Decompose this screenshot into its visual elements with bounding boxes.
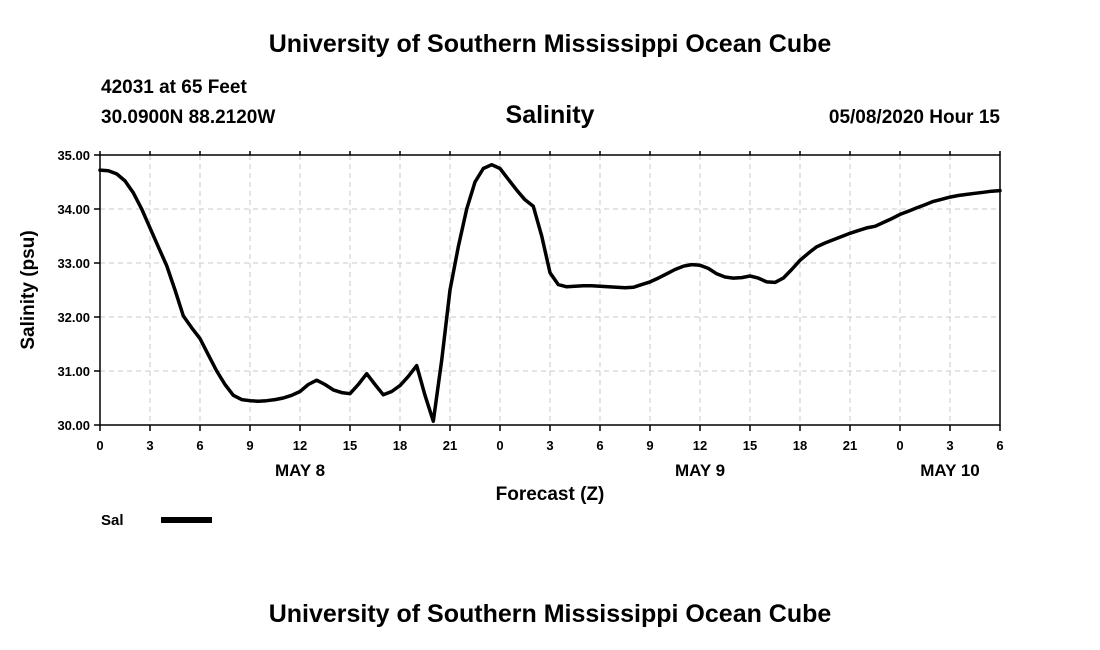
y-tick-label: 34.00: [57, 202, 90, 217]
legend: Sal: [101, 512, 212, 529]
x-tick-label: 21: [443, 438, 457, 453]
series-line-sal: [98, 162, 1002, 423]
x-axis-title: Forecast (Z): [496, 484, 605, 505]
y-tick-label: 32.00: [57, 310, 90, 325]
axis-ticks: [94, 151, 1001, 431]
y-tick-label: 30.00: [57, 418, 90, 433]
page-title: University of Southern Mississippi Ocean…: [268, 30, 832, 58]
legend-label-sal: Sal: [101, 512, 124, 529]
x-tick-label: 12: [293, 438, 307, 453]
day-label: MAY 9: [675, 461, 725, 480]
x-tick-label: 6: [996, 438, 1003, 453]
y-tick-label: 35.00: [57, 148, 90, 163]
x-tick-label: 21: [843, 438, 857, 453]
x-tick-label: 12: [693, 438, 707, 453]
day-label: MAY 10: [920, 461, 980, 480]
forecast-datetime: 05/08/2020 Hour 15: [828, 107, 1000, 128]
coordinates-label: 30.0900N 88.2120W: [101, 107, 276, 128]
y-tick-label: 33.00: [57, 256, 90, 271]
x-tick-label: 0: [896, 438, 903, 453]
y-axis-title: Salinity (psu): [18, 230, 39, 349]
x-tick-label: 15: [343, 438, 357, 453]
x-tick-label: 3: [946, 438, 953, 453]
x-tick-label: 9: [246, 438, 253, 453]
x-tick-label: 9: [646, 438, 653, 453]
y-tick-label: 31.00: [57, 364, 90, 379]
x-tick-label: 6: [196, 438, 203, 453]
x-tick-label: 0: [496, 438, 503, 453]
axis-tick-labels: 0 3 6 9 12 15 18 21 0 3 6 9 12 15 18 21 0 3 6 30.00 31.00 32.…: [57, 148, 1003, 480]
chart-title: Salinity: [505, 101, 595, 129]
x-tick-label: 18: [393, 438, 407, 453]
station-label: 42031 at 65 Feet: [101, 77, 247, 98]
x-tick-label: 18: [793, 438, 807, 453]
x-tick-label: 3: [146, 438, 153, 453]
x-tick-label: 3: [546, 438, 553, 453]
x-tick-label: 15: [743, 438, 757, 453]
grid-lines: [100, 155, 1000, 425]
footer-title: University of Southern Mississippi Ocean…: [268, 600, 832, 628]
x-tick-label: 0: [96, 438, 103, 453]
x-tick-label: 6: [596, 438, 603, 453]
day-label: MAY 8: [275, 461, 325, 480]
series-layer: [98, 162, 1002, 423]
